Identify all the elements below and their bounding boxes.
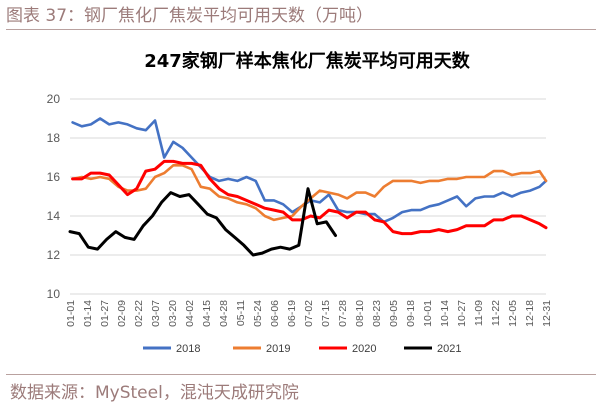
x-tick-label: 08-23 (371, 300, 383, 327)
series-lines (68, 117, 548, 257)
caption-divider (6, 29, 596, 30)
x-tick-label: 10-01 (422, 300, 434, 327)
x-tick-label: 01-27 (99, 300, 111, 327)
x-tick-label: 04-02 (184, 300, 196, 327)
x-tick-label: 04-15 (201, 300, 213, 327)
source-note: 数据来源：MySteel，混沌天成研究院 (10, 383, 299, 403)
x-tick-label: 05-24 (252, 300, 264, 327)
figure-caption: 图表 37：钢厂焦化厂焦炭平均可用天数（万吨） (6, 6, 374, 26)
x-tick-label: 04-28 (218, 300, 230, 327)
legend-label-2019: 2019 (266, 343, 290, 355)
legend-label-2018: 2018 (176, 343, 200, 355)
x-tick-label: 02-09 (116, 300, 128, 327)
x-tick-label: 06-19 (286, 300, 298, 327)
x-tick-label: 06-06 (269, 300, 281, 327)
x-tick-label: 08-10 (354, 300, 366, 327)
x-tick-label: 05-11 (235, 300, 247, 326)
series-line-2021 (68, 187, 337, 257)
x-tick-label: 07-28 (337, 300, 349, 327)
x-tick-label: 07-15 (320, 300, 332, 327)
y-tick-label: 16 (47, 170, 61, 184)
y-axis-tick-labels: 10 12 14 16 18 20 (47, 92, 61, 301)
x-tick-label: 07-02 (303, 300, 315, 327)
x-tick-label: 11-22 (490, 300, 502, 326)
x-tick-label: 10-14 (439, 300, 451, 327)
series-line-2018 (71, 117, 548, 224)
x-tick-label: 01-01 (65, 300, 77, 327)
series-line-2020 (71, 159, 548, 236)
legend-label-2021: 2021 (437, 343, 461, 355)
y-tick-label: 14 (47, 209, 61, 223)
x-tick-label: 09-18 (405, 300, 417, 327)
source-divider (6, 374, 596, 375)
x-tick-label: 09-05 (388, 300, 400, 327)
x-tick-label: 03-07 (150, 300, 162, 327)
legend-label-2020: 2020 (352, 343, 376, 355)
x-axis-tick-labels: 01-01 01-14 01-27 02-09 02-22 03-07 03-20 04-02… (65, 300, 553, 327)
y-tick-label: 20 (47, 92, 61, 106)
y-tick-label: 12 (47, 248, 61, 262)
chart-title: 247家钢厂样本焦化厂焦炭平均可用天数 (144, 50, 471, 72)
x-tick-label: 01-14 (82, 300, 94, 327)
x-tick-label: 03-20 (167, 300, 179, 327)
x-tick-label: 12-31 (541, 300, 553, 327)
x-tick-label: 12-18 (524, 300, 536, 327)
legend: 2018 2019 2020 2021 (143, 343, 461, 355)
x-tick-label: 11-09 (473, 300, 485, 326)
x-tick-label: 10-27 (456, 300, 468, 327)
x-tick-label: 02-22 (133, 300, 145, 327)
y-tick-label: 18 (47, 131, 61, 145)
y-tick-label: 10 (47, 287, 61, 301)
x-tick-label: 12-05 (507, 300, 519, 327)
